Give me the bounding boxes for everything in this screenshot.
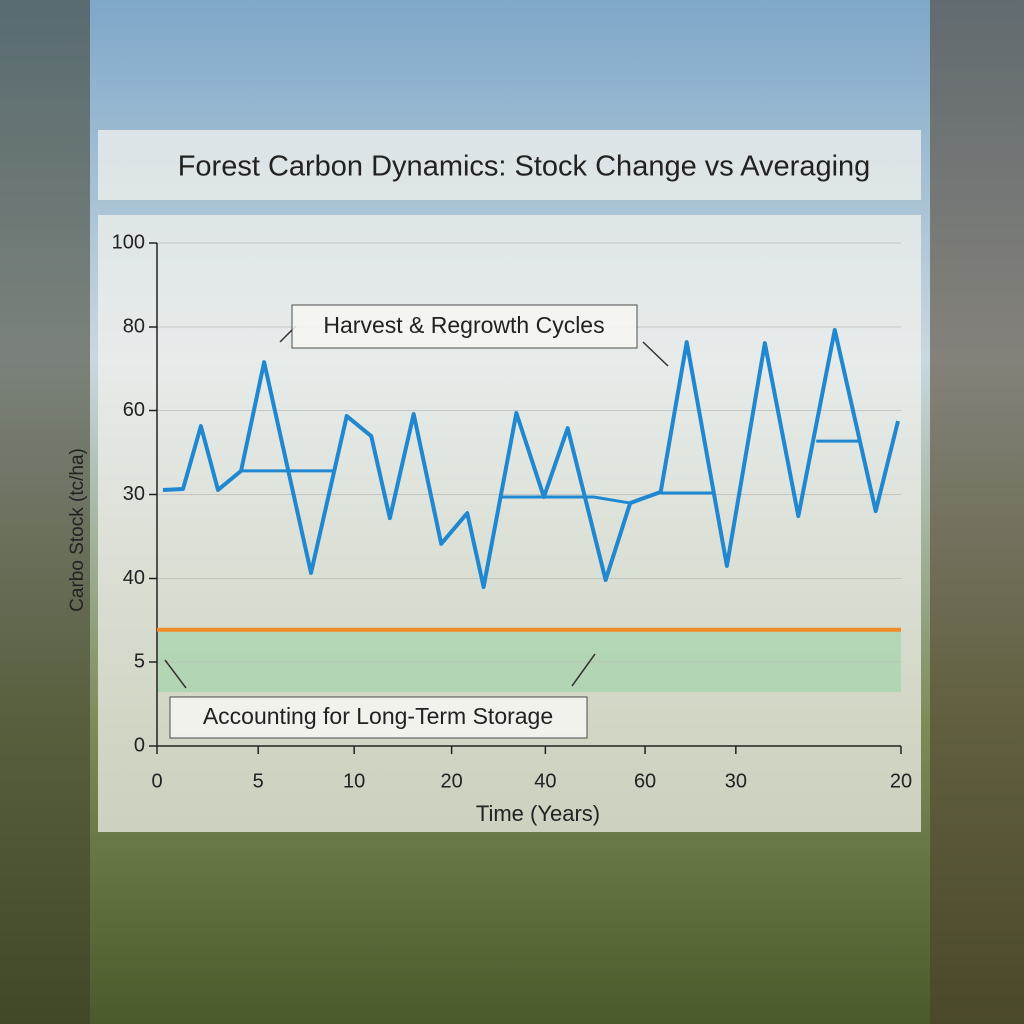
y-tick-label: 80	[123, 315, 145, 337]
x-tick-label: 10	[343, 770, 365, 792]
annotation-box	[169, 696, 588, 739]
x-tick-label: 30	[725, 770, 747, 792]
tree	[930, 0, 1024, 1024]
x-tick-label: 20	[440, 770, 462, 792]
series-line	[162, 328, 900, 590]
leader	[642, 341, 669, 367]
x-tick-label: 20	[890, 770, 912, 792]
y-tick-label: 0	[134, 734, 145, 756]
y-tick-label: 100	[112, 231, 145, 253]
annotation: Accounting for Long-Term Storage	[203, 703, 553, 729]
y-axis-label: Carbo Stock (tc/ha)	[67, 448, 88, 612]
plot: 0 5 40 30 60 80 100 0 5 10 20 40 60 30 20	[112, 231, 913, 792]
y-tick-label: 5	[134, 650, 145, 672]
leader	[164, 659, 187, 689]
x-tick-label: 0	[151, 770, 162, 792]
y-tick-label: 60	[123, 399, 145, 421]
series-line	[241, 439, 860, 505]
chart-title: Forest Carbon Dynamics: Stock Change vs …	[178, 151, 871, 183]
title-panel	[98, 130, 921, 200]
annotation-box	[291, 304, 638, 349]
x-axis-label: Time (Years)	[476, 801, 600, 826]
x-tick-label: 60	[634, 770, 656, 792]
x-tick-label: 5	[253, 770, 264, 792]
x-tick-label: 40	[534, 770, 556, 792]
leader	[571, 653, 596, 687]
tree	[0, 0, 90, 1024]
annotation: Harvest & Regrowth Cycles	[323, 312, 604, 338]
y-tick-label: 40	[123, 567, 145, 589]
y-tick-label: 30	[123, 483, 145, 505]
